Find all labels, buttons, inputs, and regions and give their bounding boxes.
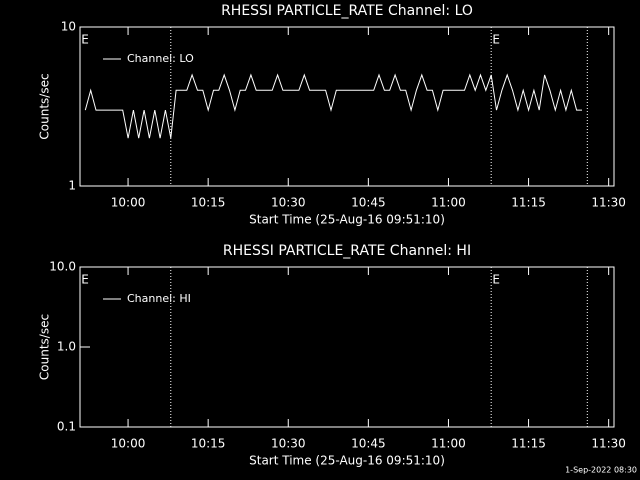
x-axis-label: Start Time (25-Aug-16 09:51:10) — [249, 213, 445, 227]
x-tick-label: 11:30 — [591, 437, 626, 451]
x-tick-label: 11:15 — [511, 437, 546, 451]
x-tick-label: 11:00 — [431, 196, 466, 210]
plot-frame — [79, 266, 615, 428]
chart-title: RHESSI PARTICLE_RATE Channel: HI — [223, 243, 471, 259]
x-tick-label: 10:00 — [111, 196, 146, 210]
event-label: E — [81, 273, 89, 287]
y-tick-label: 10.0 — [49, 260, 76, 274]
y-tick-label: 1.0 — [57, 340, 76, 354]
x-tick-label: 10:15 — [191, 196, 226, 210]
y-axis-label: Counts/sec — [38, 73, 52, 139]
chart-title: RHESSI PARTICLE_RATE Channel: LO — [221, 3, 473, 19]
footer: 1-Sep-2022 08:30 — [565, 466, 637, 475]
x-axis-label: Start Time (25-Aug-16 09:51:10) — [249, 454, 445, 468]
x-tick-label: 10:45 — [351, 196, 386, 210]
x-tick-label: 10:30 — [271, 437, 306, 451]
event-label: E — [492, 33, 500, 47]
y-tick-label: 1 — [68, 179, 76, 193]
x-tick-label: 11:15 — [511, 196, 546, 210]
plot-frame — [79, 26, 615, 187]
x-tick-label: 10:30 — [271, 196, 306, 210]
event-label: E — [81, 33, 89, 47]
event-label: E — [492, 273, 500, 287]
y-tick-label: 0.1 — [57, 420, 76, 434]
y-axis-label: Counts/sec — [38, 314, 52, 380]
x-tick-label: 11:00 — [431, 437, 466, 451]
x-tick-label: 10:15 — [191, 437, 226, 451]
legend-label: Channel: LO — [127, 52, 194, 65]
legend-label: Channel: HI — [127, 292, 191, 305]
y-tick-label: 10 — [61, 20, 76, 34]
x-tick-label: 10:00 — [111, 437, 146, 451]
data-line — [84, 73, 582, 139]
x-tick-label: 10:45 — [351, 437, 386, 451]
x-tick-label: 11:30 — [591, 196, 626, 210]
